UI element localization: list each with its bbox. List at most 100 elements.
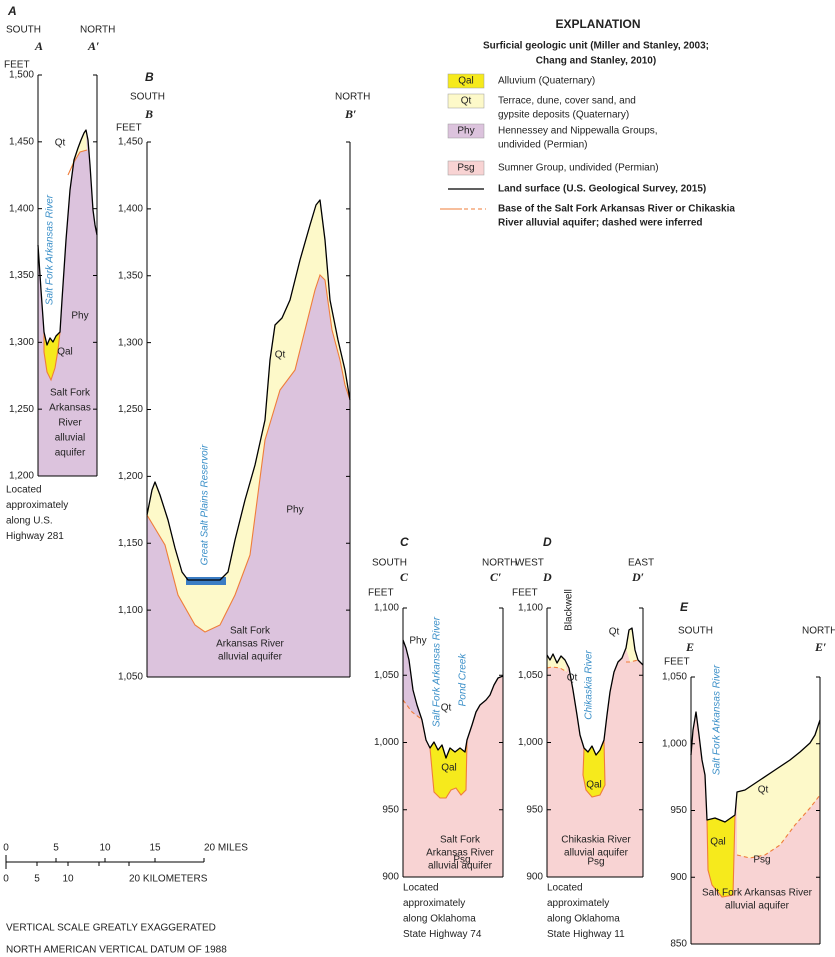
unit-code: Qt	[461, 96, 472, 107]
y-tick-label: 1,000	[518, 737, 543, 748]
location-note: Located	[547, 883, 583, 894]
annotation: Arkansas River	[216, 639, 284, 650]
axis-unit: FEET	[368, 588, 394, 599]
y-tick-label: 1,400	[118, 204, 143, 215]
annotation: Psg	[753, 855, 770, 866]
y-tick-label: 1,300	[9, 337, 34, 348]
unit-label: Alluvium (Quaternary)	[498, 76, 595, 87]
annotation: Arkansas River	[426, 848, 494, 859]
line-label: River alluvial aquifer; dashed were infe…	[498, 218, 703, 229]
annotation: alluvial aquifer	[725, 901, 790, 912]
land-surface	[146, 199, 351, 581]
aquifer-base-inferred	[546, 666, 568, 673]
location-note: Located	[6, 485, 42, 496]
scale-label: 0	[3, 843, 9, 854]
annotation: alluvial aquifer	[218, 652, 283, 663]
qal-unit	[707, 815, 735, 897]
annotation: Phy	[71, 311, 88, 322]
y-tick-label: 1,000	[662, 738, 687, 749]
scale-label: 20 KILOMETERS	[129, 874, 208, 885]
section-a-geology	[37, 129, 98, 476]
y-tick-label: 1,100	[374, 603, 399, 614]
direction-label: SOUTH	[372, 558, 407, 569]
y-tick-label: 1,250	[9, 404, 34, 415]
aquifer-base	[706, 814, 736, 898]
section-end: D	[542, 570, 552, 584]
legend-title: EXPLANATION	[555, 17, 640, 31]
y-tick-label: 850	[670, 939, 687, 950]
unit-label: Hennessey and Nippewalla Groups,	[498, 126, 658, 137]
qal-unit	[430, 740, 467, 798]
unit-label: Sumner Group, undivided (Permian)	[498, 163, 659, 174]
line-label: Base of the Salt Fork Arkansas River or …	[498, 204, 735, 215]
annotation: aquifer	[55, 448, 86, 459]
y-tick-label: 1,150	[118, 538, 143, 549]
scale-label: 0	[3, 874, 9, 885]
annotation: Salt Fork Arkansas River	[45, 194, 56, 305]
annotation: Qal	[710, 837, 726, 848]
qt-unit	[626, 628, 638, 662]
y-tick-label: 1,000	[374, 737, 399, 748]
section-end: B′	[344, 107, 356, 121]
legend-swatches	[440, 73, 486, 210]
section-e-geology	[690, 711, 821, 944]
phy-unit	[147, 275, 350, 677]
annotation: Great Salt Plains Reservoir	[200, 444, 211, 565]
land-surface	[690, 711, 821, 823]
land-surface	[402, 639, 504, 759]
location-note: along U.S.	[6, 516, 53, 527]
y-tick-label: 1,500	[9, 70, 34, 81]
qt-unit	[147, 200, 350, 632]
scale-label: 20 MILES	[204, 843, 248, 854]
annotation: Blackwell	[564, 589, 575, 631]
psg-unit	[547, 628, 643, 877]
y-tick-label: 1,100	[118, 605, 143, 616]
aquifer-base	[43, 331, 61, 382]
axis-unit: FEET	[4, 60, 30, 71]
annotation: Qal	[441, 763, 457, 774]
swatch	[447, 93, 485, 109]
annotation: Salt Fork	[440, 835, 481, 846]
direction-label: NORTH	[482, 558, 517, 569]
y-tick-label: 950	[670, 805, 687, 816]
section-letter: C	[400, 535, 409, 549]
direction-label: NORTH	[80, 25, 115, 36]
scale-label: 10	[62, 874, 74, 885]
annotation: Salt Fork	[230, 626, 271, 637]
annotation: Qal	[57, 347, 73, 358]
location-note: along Oklahoma	[403, 914, 476, 925]
annotation: Salt Fork	[50, 388, 91, 399]
section-b-geology	[146, 199, 351, 677]
location-note: Highway 281	[6, 531, 64, 542]
annotation: Qt	[55, 138, 66, 149]
y-tick-label: 1,350	[9, 270, 34, 281]
annotation: Phy	[409, 636, 426, 647]
aquifer-base-inferred	[736, 794, 821, 859]
annotation: Salt Fork Arkansas River	[702, 888, 813, 899]
unit-label: Terrace, dune, cover sand, and	[498, 96, 636, 107]
section-letter: D	[543, 535, 552, 549]
aquifer-base	[582, 739, 606, 798]
y-tick-label: 1,050	[118, 672, 143, 683]
direction-label: WEST	[515, 558, 544, 569]
annotation: Chikaskia River	[561, 835, 631, 846]
section-letter: E	[680, 600, 689, 614]
land-surface	[37, 129, 98, 346]
location-note: along Oklahoma	[547, 914, 620, 925]
y-tick-label: 1,050	[374, 670, 399, 681]
y-tick-label: 900	[382, 872, 399, 883]
annotation: Qal	[586, 780, 602, 791]
y-tick-label: 1,250	[118, 404, 143, 415]
swatch	[447, 123, 485, 139]
unit-label: gypsite deposits (Quaternary)	[498, 110, 629, 121]
phy-unit	[38, 130, 97, 476]
axis-unit: FEET	[116, 123, 142, 134]
swatch	[447, 160, 485, 176]
y-tick-label: 950	[382, 804, 399, 815]
location-note: State Highway 11	[547, 929, 625, 940]
line-label: Land surface (U.S. Geological Survey, 20…	[498, 184, 706, 195]
aquifer-base	[67, 149, 88, 176]
unit-code: Phy	[457, 126, 474, 137]
direction-label: EAST	[628, 558, 654, 569]
